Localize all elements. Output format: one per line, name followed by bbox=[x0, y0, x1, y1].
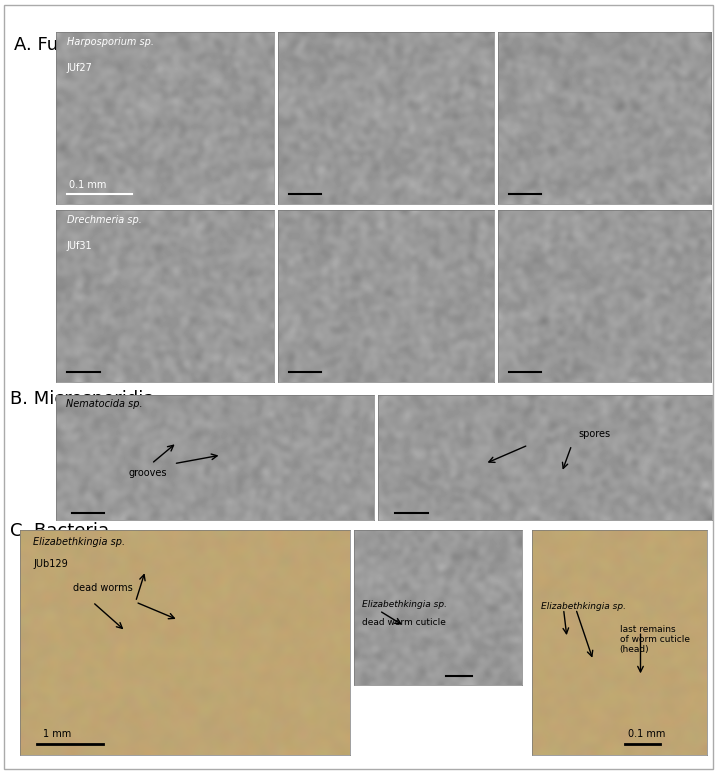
Text: B. Microsporidia: B. Microsporidia bbox=[10, 390, 154, 408]
Text: JUb129: JUb129 bbox=[33, 559, 68, 569]
Text: 0.1 mm: 0.1 mm bbox=[628, 729, 665, 739]
Text: Harposporium sp.: Harposporium sp. bbox=[67, 37, 154, 47]
Text: JUf31: JUf31 bbox=[67, 241, 92, 251]
Text: Elizabethkingia sp.: Elizabethkingia sp. bbox=[362, 600, 447, 609]
Text: Nematocida sp.: Nematocida sp. bbox=[65, 399, 142, 409]
Text: Elizabethkingia sp.: Elizabethkingia sp. bbox=[33, 536, 125, 547]
Text: Drechmeria sp.: Drechmeria sp. bbox=[67, 215, 142, 225]
Text: A. Fungi: A. Fungi bbox=[14, 36, 86, 53]
Text: C. Bacteria: C. Bacteria bbox=[10, 522, 109, 540]
Text: 1 mm: 1 mm bbox=[43, 729, 72, 739]
Text: JUf27: JUf27 bbox=[67, 63, 92, 73]
Text: 0.1 mm: 0.1 mm bbox=[69, 180, 106, 190]
Text: dead worm cuticle: dead worm cuticle bbox=[362, 618, 446, 628]
Text: grooves: grooves bbox=[129, 468, 168, 478]
Text: dead worms: dead worms bbox=[72, 583, 133, 593]
Text: last remains
of worm cuticle
(head): last remains of worm cuticle (head) bbox=[619, 625, 690, 654]
Text: spores: spores bbox=[579, 429, 610, 439]
Text: Elizabethkingia sp.: Elizabethkingia sp. bbox=[541, 602, 626, 611]
